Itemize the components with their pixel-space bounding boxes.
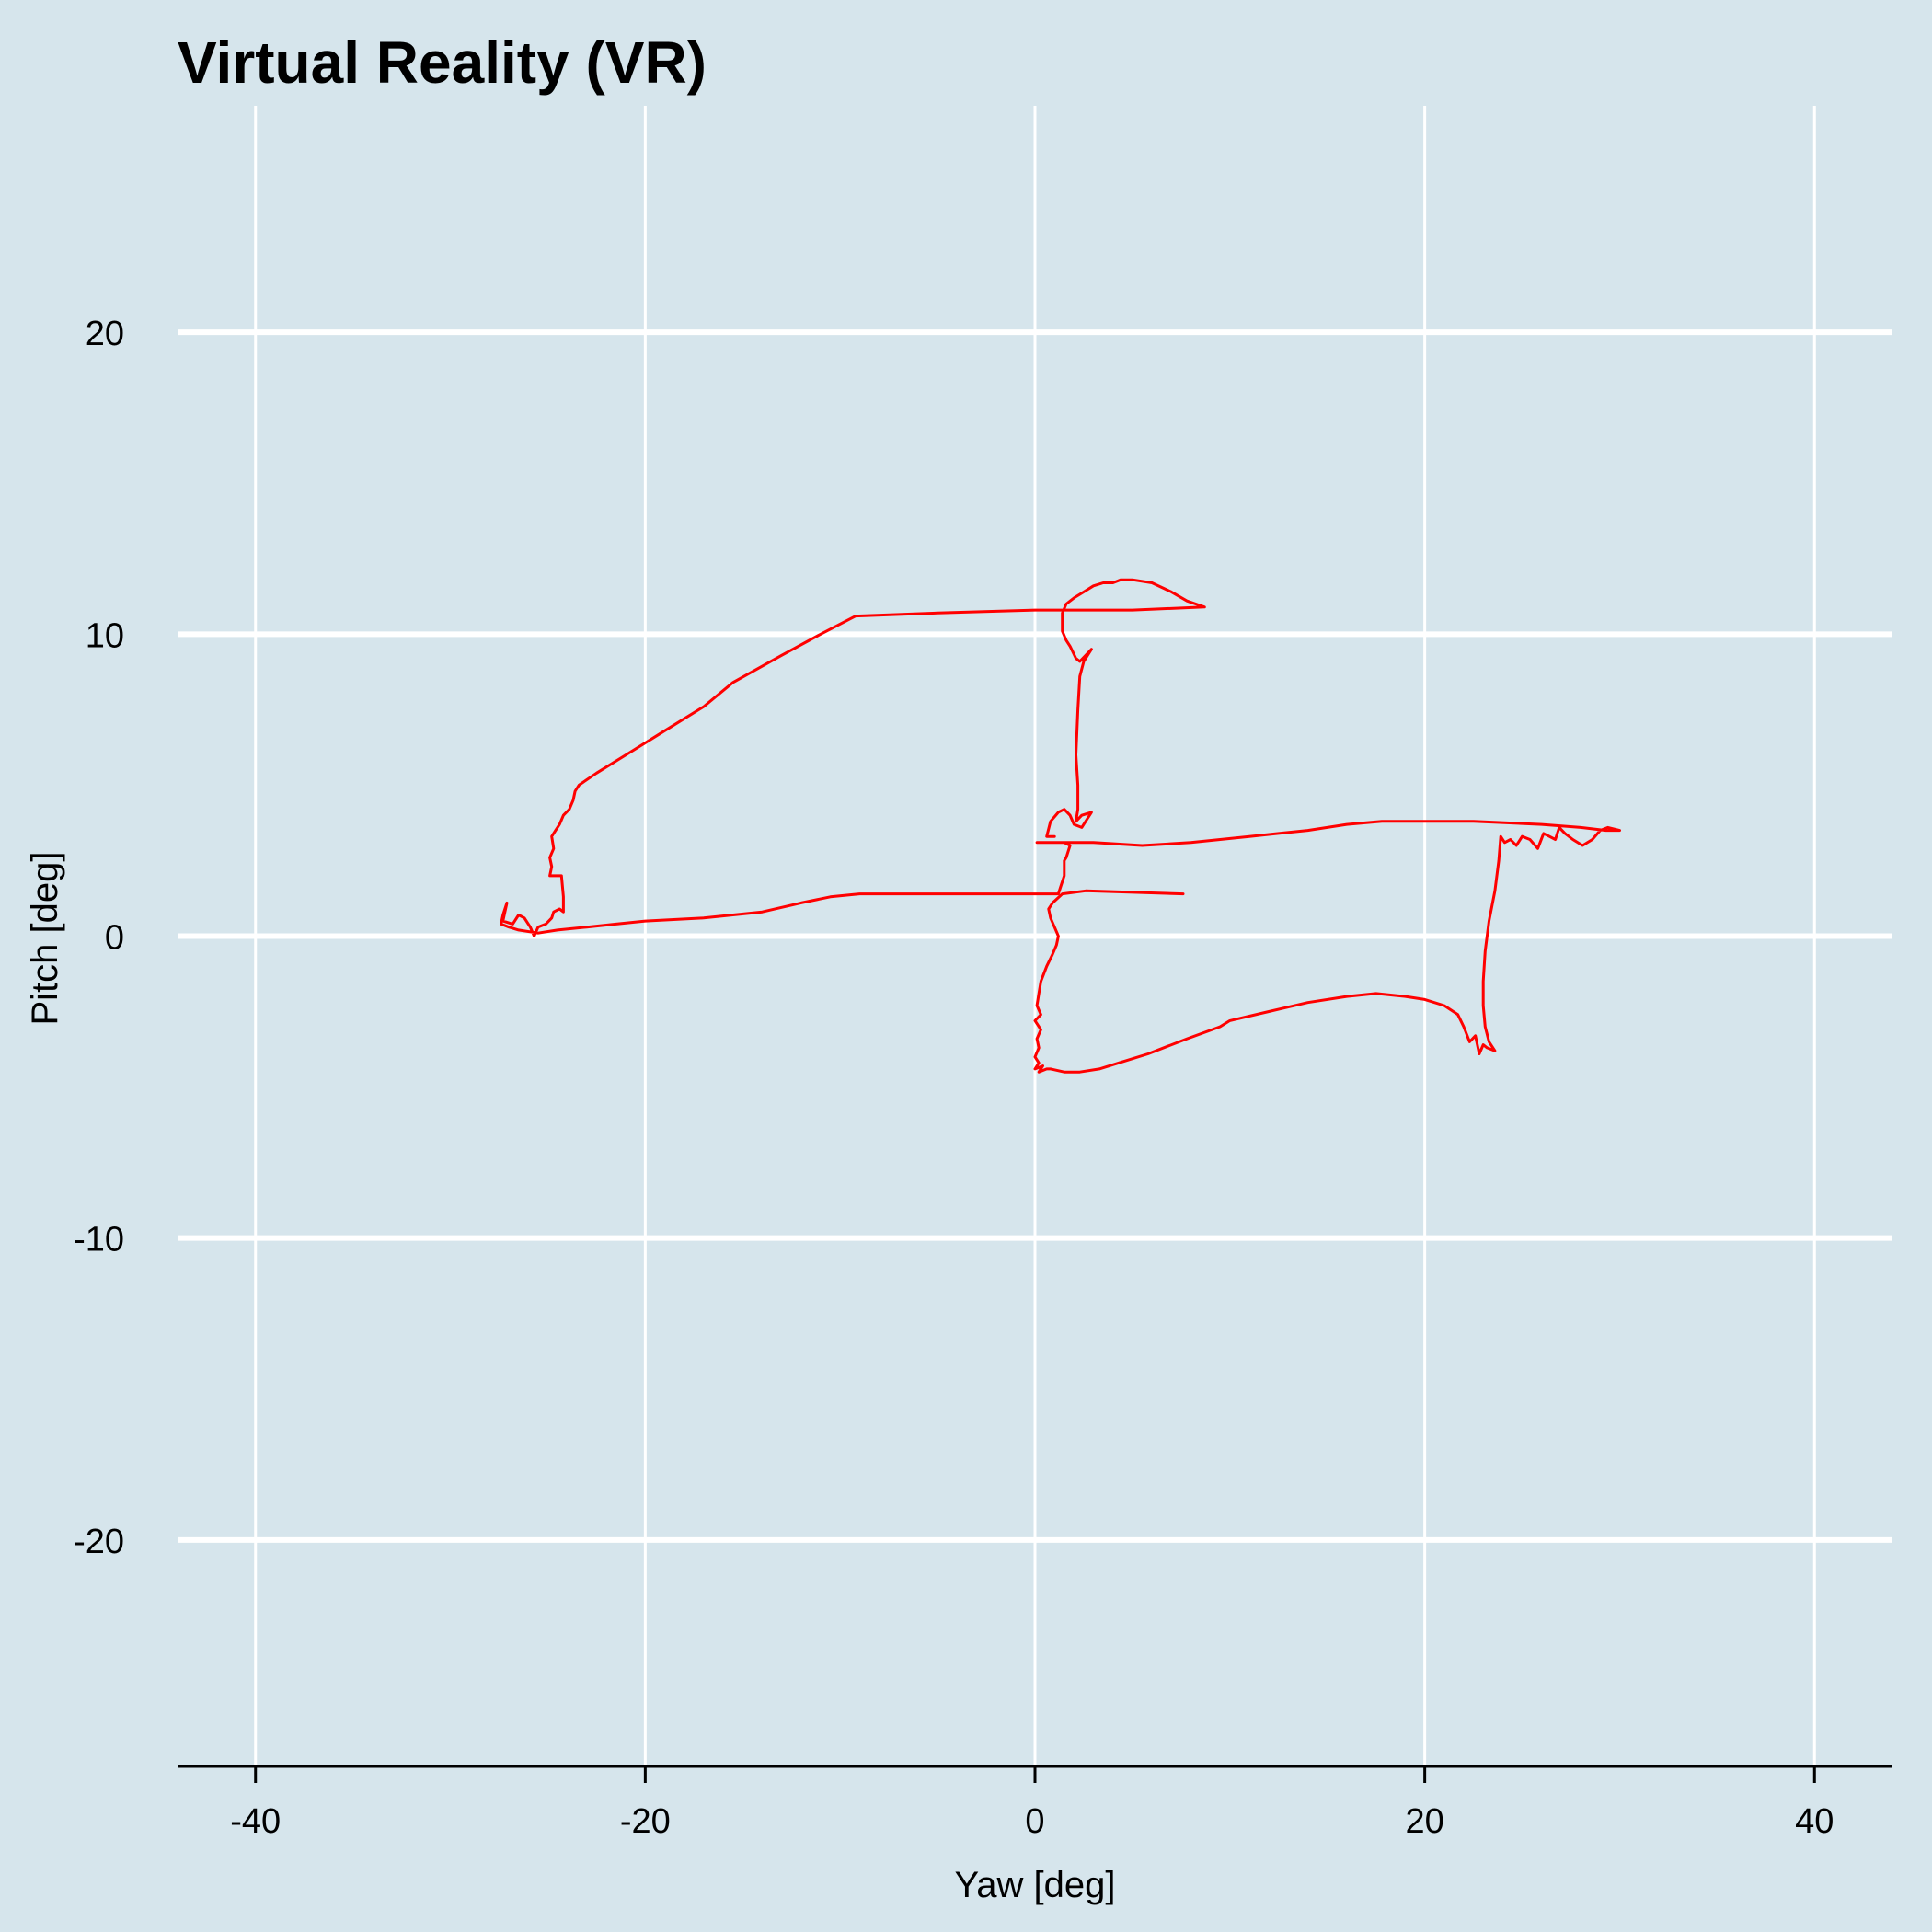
y-tick-label: 20	[86, 315, 124, 353]
y-axis-label: Pitch [deg]	[25, 851, 65, 1025]
chart-title: Virtual Reality (VR)	[178, 29, 707, 96]
x-tick-label: 20	[1405, 1802, 1443, 1841]
y-tick-label: 0	[105, 919, 124, 958]
x-axis-label: Yaw [deg]	[955, 1865, 1116, 1905]
x-tick-label: 40	[1795, 1802, 1834, 1841]
x-tick-label: -20	[620, 1802, 671, 1841]
grid	[178, 106, 1892, 1766]
axes: -40 -20 0 20 40 -20 -10 0 10 20	[74, 315, 1892, 1841]
series-line	[500, 578, 1621, 1074]
y-tick-label: 10	[86, 616, 124, 655]
series-layer	[500, 578, 1621, 1074]
y-tick-label: -10	[74, 1221, 124, 1259]
y-tick-label: -20	[74, 1523, 124, 1561]
x-tick-label: -40	[230, 1802, 281, 1841]
x-tick-label: 0	[1025, 1802, 1044, 1841]
